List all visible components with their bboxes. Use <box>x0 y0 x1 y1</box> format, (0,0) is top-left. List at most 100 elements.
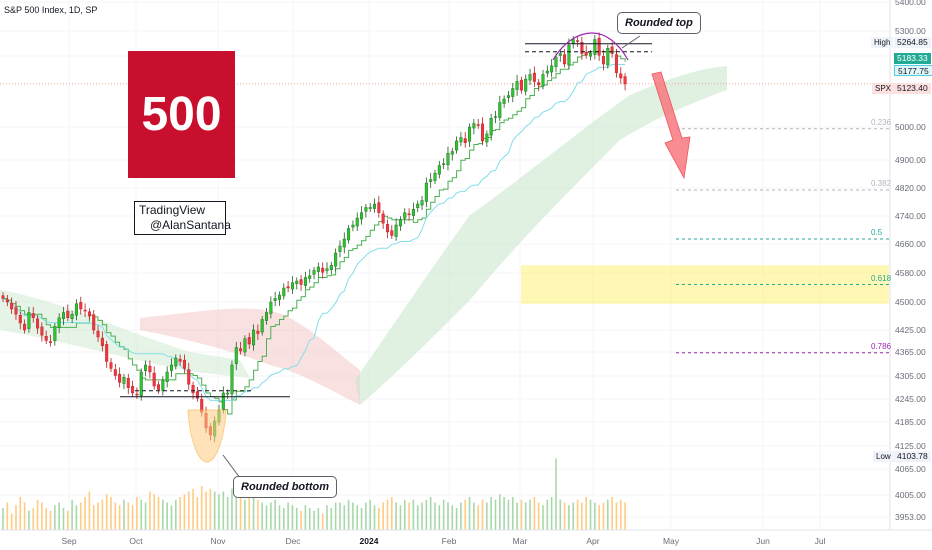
x-tick-label: Sep <box>61 536 77 546</box>
volume-bar <box>481 499 484 530</box>
volume-bar <box>347 499 350 530</box>
spx-price-tag: 5123.40 <box>894 83 931 94</box>
volume-bar <box>386 499 389 530</box>
x-tick-label: Mar <box>512 536 528 546</box>
candle-body <box>57 317 61 328</box>
candle-body <box>265 312 269 321</box>
volume-bar <box>226 497 229 530</box>
volume-bar <box>529 499 531 530</box>
volume-bar <box>131 505 134 530</box>
volume-bar <box>373 505 376 530</box>
candle-body <box>308 275 312 279</box>
candle-body <box>148 365 152 373</box>
candle-body <box>511 88 515 97</box>
y-tick-label: 4125.00 <box>895 441 926 451</box>
candle-body <box>299 279 303 285</box>
fib-label: 0.618 <box>871 273 892 283</box>
volume-bar <box>460 502 462 530</box>
candle-body <box>273 298 277 301</box>
candle-body <box>321 267 325 273</box>
y-tick-label: 5400.00 <box>895 0 926 7</box>
volume-bar <box>555 458 557 530</box>
volume-bar <box>511 497 514 530</box>
candle-body <box>502 98 506 104</box>
candle-body <box>558 53 562 56</box>
volume-bar <box>295 508 298 530</box>
rounded-top-callout: Rounded top <box>617 12 701 34</box>
candle-body <box>515 81 519 90</box>
x-tick-label: Feb <box>441 536 457 546</box>
candle-body <box>498 102 502 118</box>
volume-bar <box>356 505 359 530</box>
candle-body <box>152 372 156 387</box>
candle-body <box>373 203 377 209</box>
volume-bar <box>32 508 35 530</box>
candle-body <box>506 95 510 98</box>
candle-body <box>286 286 290 289</box>
volume-bar <box>209 488 212 530</box>
candle-body <box>407 213 411 216</box>
volume-bar <box>352 502 354 530</box>
candle-body <box>18 315 22 324</box>
volume-bar <box>287 502 289 530</box>
volume-bar <box>455 508 458 530</box>
volume-bar <box>395 502 397 530</box>
volume-bar <box>503 497 505 530</box>
y-tick-label: 4185.00 <box>895 417 926 427</box>
candle-body <box>226 392 230 395</box>
low-tag-label: Low <box>873 451 894 462</box>
y-tick-label: 4660.00 <box>895 239 926 249</box>
candle-body <box>105 344 109 362</box>
rounded-bottom-shape <box>187 409 227 463</box>
candle-body <box>109 362 113 369</box>
volume-bar <box>533 497 536 530</box>
volume-bar <box>79 502 82 530</box>
candle-body <box>563 54 567 65</box>
candle-body <box>420 200 424 206</box>
candle-body <box>230 364 234 395</box>
volume-bar <box>75 505 78 530</box>
volume-bar <box>434 502 436 530</box>
candles[interactable] <box>1 32 627 443</box>
volume-bar <box>477 505 479 530</box>
candle-body <box>450 151 454 155</box>
y-tick-label: 5000.00 <box>895 122 926 132</box>
candle-body <box>23 323 27 331</box>
low-price-tag: 4103.78 <box>894 451 931 462</box>
volume-bar <box>123 499 125 530</box>
candle-body <box>290 282 294 290</box>
volume-bar <box>41 502 43 530</box>
candle-body <box>446 153 450 166</box>
volume-bar <box>308 508 311 530</box>
volume-bar <box>464 499 467 530</box>
volume-bar <box>71 499 73 530</box>
volume-bar <box>494 499 497 530</box>
volume-bar <box>28 510 30 530</box>
candle-body <box>390 230 394 236</box>
symbol-title[interactable]: S&P 500 Index, 1D, SP <box>4 5 98 15</box>
volume-bar <box>140 499 143 530</box>
candle-body <box>70 314 74 320</box>
candle-body <box>355 217 359 227</box>
volume-bar <box>425 499 428 530</box>
volume-bar <box>19 497 22 530</box>
volume-bar <box>291 505 294 530</box>
volume-bar <box>378 508 380 530</box>
volume-bar <box>88 491 91 530</box>
candle-body <box>139 371 143 396</box>
x-tick-label: 2024 <box>359 536 379 546</box>
volume-bar <box>54 505 56 530</box>
volume-bar <box>192 488 194 530</box>
volume-bar <box>416 505 419 530</box>
volume-bar <box>421 502 423 530</box>
volume-bar <box>213 491 216 530</box>
candle-body <box>576 40 580 42</box>
volume-bar <box>615 502 618 530</box>
candle-body <box>610 46 614 54</box>
candle-body <box>325 268 329 272</box>
volume-bar <box>179 497 181 530</box>
candle-body <box>221 392 225 410</box>
volume-bar <box>92 505 95 530</box>
indicator-lines <box>2 51 626 415</box>
